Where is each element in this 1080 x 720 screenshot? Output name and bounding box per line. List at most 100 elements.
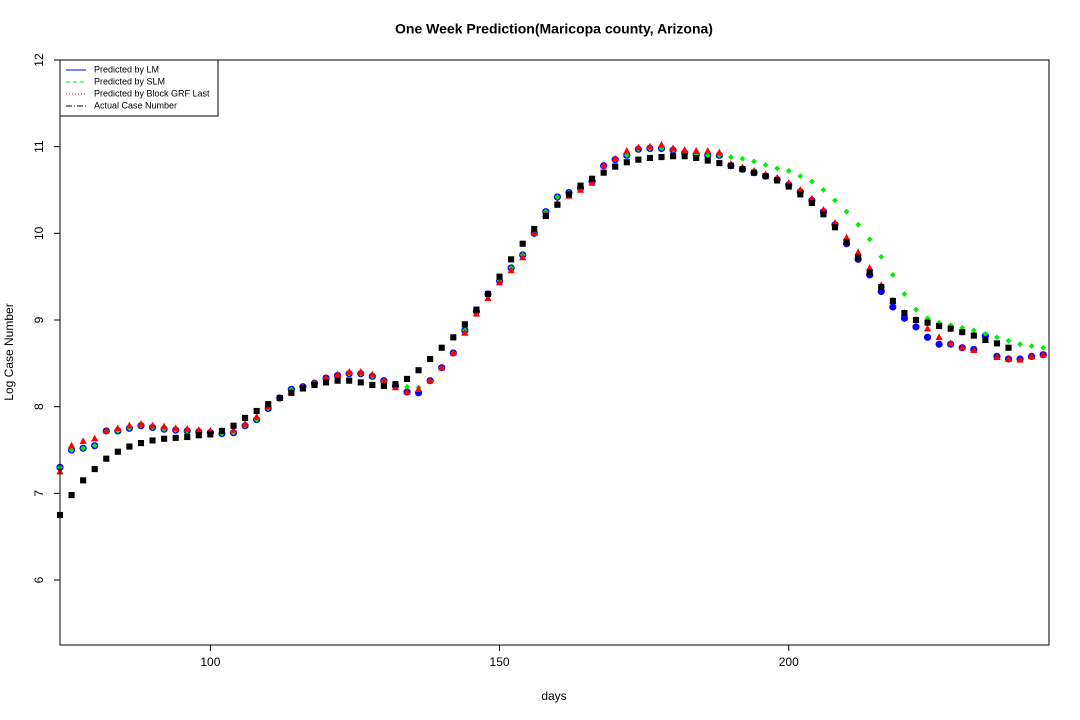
point [184, 433, 191, 441]
point [346, 377, 353, 384]
point [1005, 344, 1012, 351]
point [704, 157, 711, 164]
point [148, 421, 157, 429]
point [1017, 341, 1023, 348]
point [993, 340, 1001, 347]
legend-label: Predicted by LM [94, 64, 159, 74]
point [878, 253, 885, 260]
point [669, 144, 677, 152]
point [751, 158, 757, 165]
point [299, 385, 306, 392]
point [229, 426, 238, 433]
point [1004, 355, 1013, 362]
point [797, 191, 804, 198]
point [878, 284, 885, 291]
point [704, 152, 711, 159]
point [207, 431, 214, 438]
point [172, 434, 179, 441]
legend-label: Actual Case Number [94, 100, 177, 110]
point [970, 346, 978, 354]
point [449, 348, 457, 356]
point [80, 477, 87, 484]
x-axis-label: days [541, 689, 566, 703]
point [912, 316, 920, 324]
point [866, 264, 874, 271]
point [496, 273, 503, 280]
point [68, 447, 75, 453]
point [832, 197, 838, 204]
point [404, 383, 410, 390]
point [623, 159, 630, 166]
point [854, 248, 862, 256]
point [91, 434, 99, 442]
point [982, 336, 989, 343]
point [288, 389, 295, 396]
point [195, 432, 202, 439]
point [577, 182, 584, 189]
point [692, 147, 700, 154]
point [322, 374, 330, 381]
point [403, 387, 411, 395]
point [912, 323, 920, 331]
point [739, 155, 746, 162]
point [935, 340, 943, 348]
point [508, 256, 515, 263]
point [704, 147, 712, 154]
point [728, 154, 734, 160]
point [797, 173, 804, 180]
y-tick-label: 8 [32, 403, 46, 410]
x-tick-label: 200 [779, 655, 799, 669]
point [750, 169, 758, 176]
point [149, 437, 156, 444]
point [1005, 337, 1012, 344]
x-tick-label: 100 [200, 655, 220, 669]
point [923, 333, 932, 341]
point [947, 325, 954, 332]
point [600, 169, 607, 176]
point [831, 218, 839, 226]
point [369, 381, 376, 389]
point [357, 368, 365, 375]
point [670, 153, 677, 160]
point [739, 166, 746, 173]
point [1028, 343, 1035, 349]
point [484, 290, 492, 298]
point [623, 152, 630, 159]
point [380, 376, 388, 384]
point [924, 319, 931, 326]
legend: Predicted by LM Predicted by SLM Predicted… [59, 59, 219, 117]
point [785, 183, 792, 190]
point [265, 401, 272, 408]
point [842, 233, 851, 241]
point [994, 334, 1000, 341]
point [230, 422, 237, 429]
point [450, 334, 457, 341]
point [889, 272, 896, 278]
point [936, 323, 943, 330]
point [889, 303, 897, 311]
point [242, 414, 249, 421]
point [681, 153, 688, 160]
point [137, 420, 145, 427]
point [495, 278, 504, 286]
point [959, 329, 966, 336]
point [646, 154, 653, 161]
point [137, 440, 145, 447]
point [634, 143, 642, 151]
point [658, 154, 665, 161]
point [843, 238, 850, 246]
point [415, 367, 422, 374]
point [855, 221, 862, 228]
y-tick-label: 9 [32, 316, 46, 323]
point [762, 173, 769, 180]
point [311, 381, 318, 389]
y-tick-label: 12 [32, 53, 46, 67]
point [426, 376, 434, 384]
point [461, 329, 469, 336]
point [982, 330, 989, 337]
point [866, 269, 873, 276]
point [438, 344, 445, 351]
point [565, 191, 573, 198]
x-tick-label: 150 [490, 655, 510, 669]
y-tick-label: 10 [32, 226, 46, 240]
